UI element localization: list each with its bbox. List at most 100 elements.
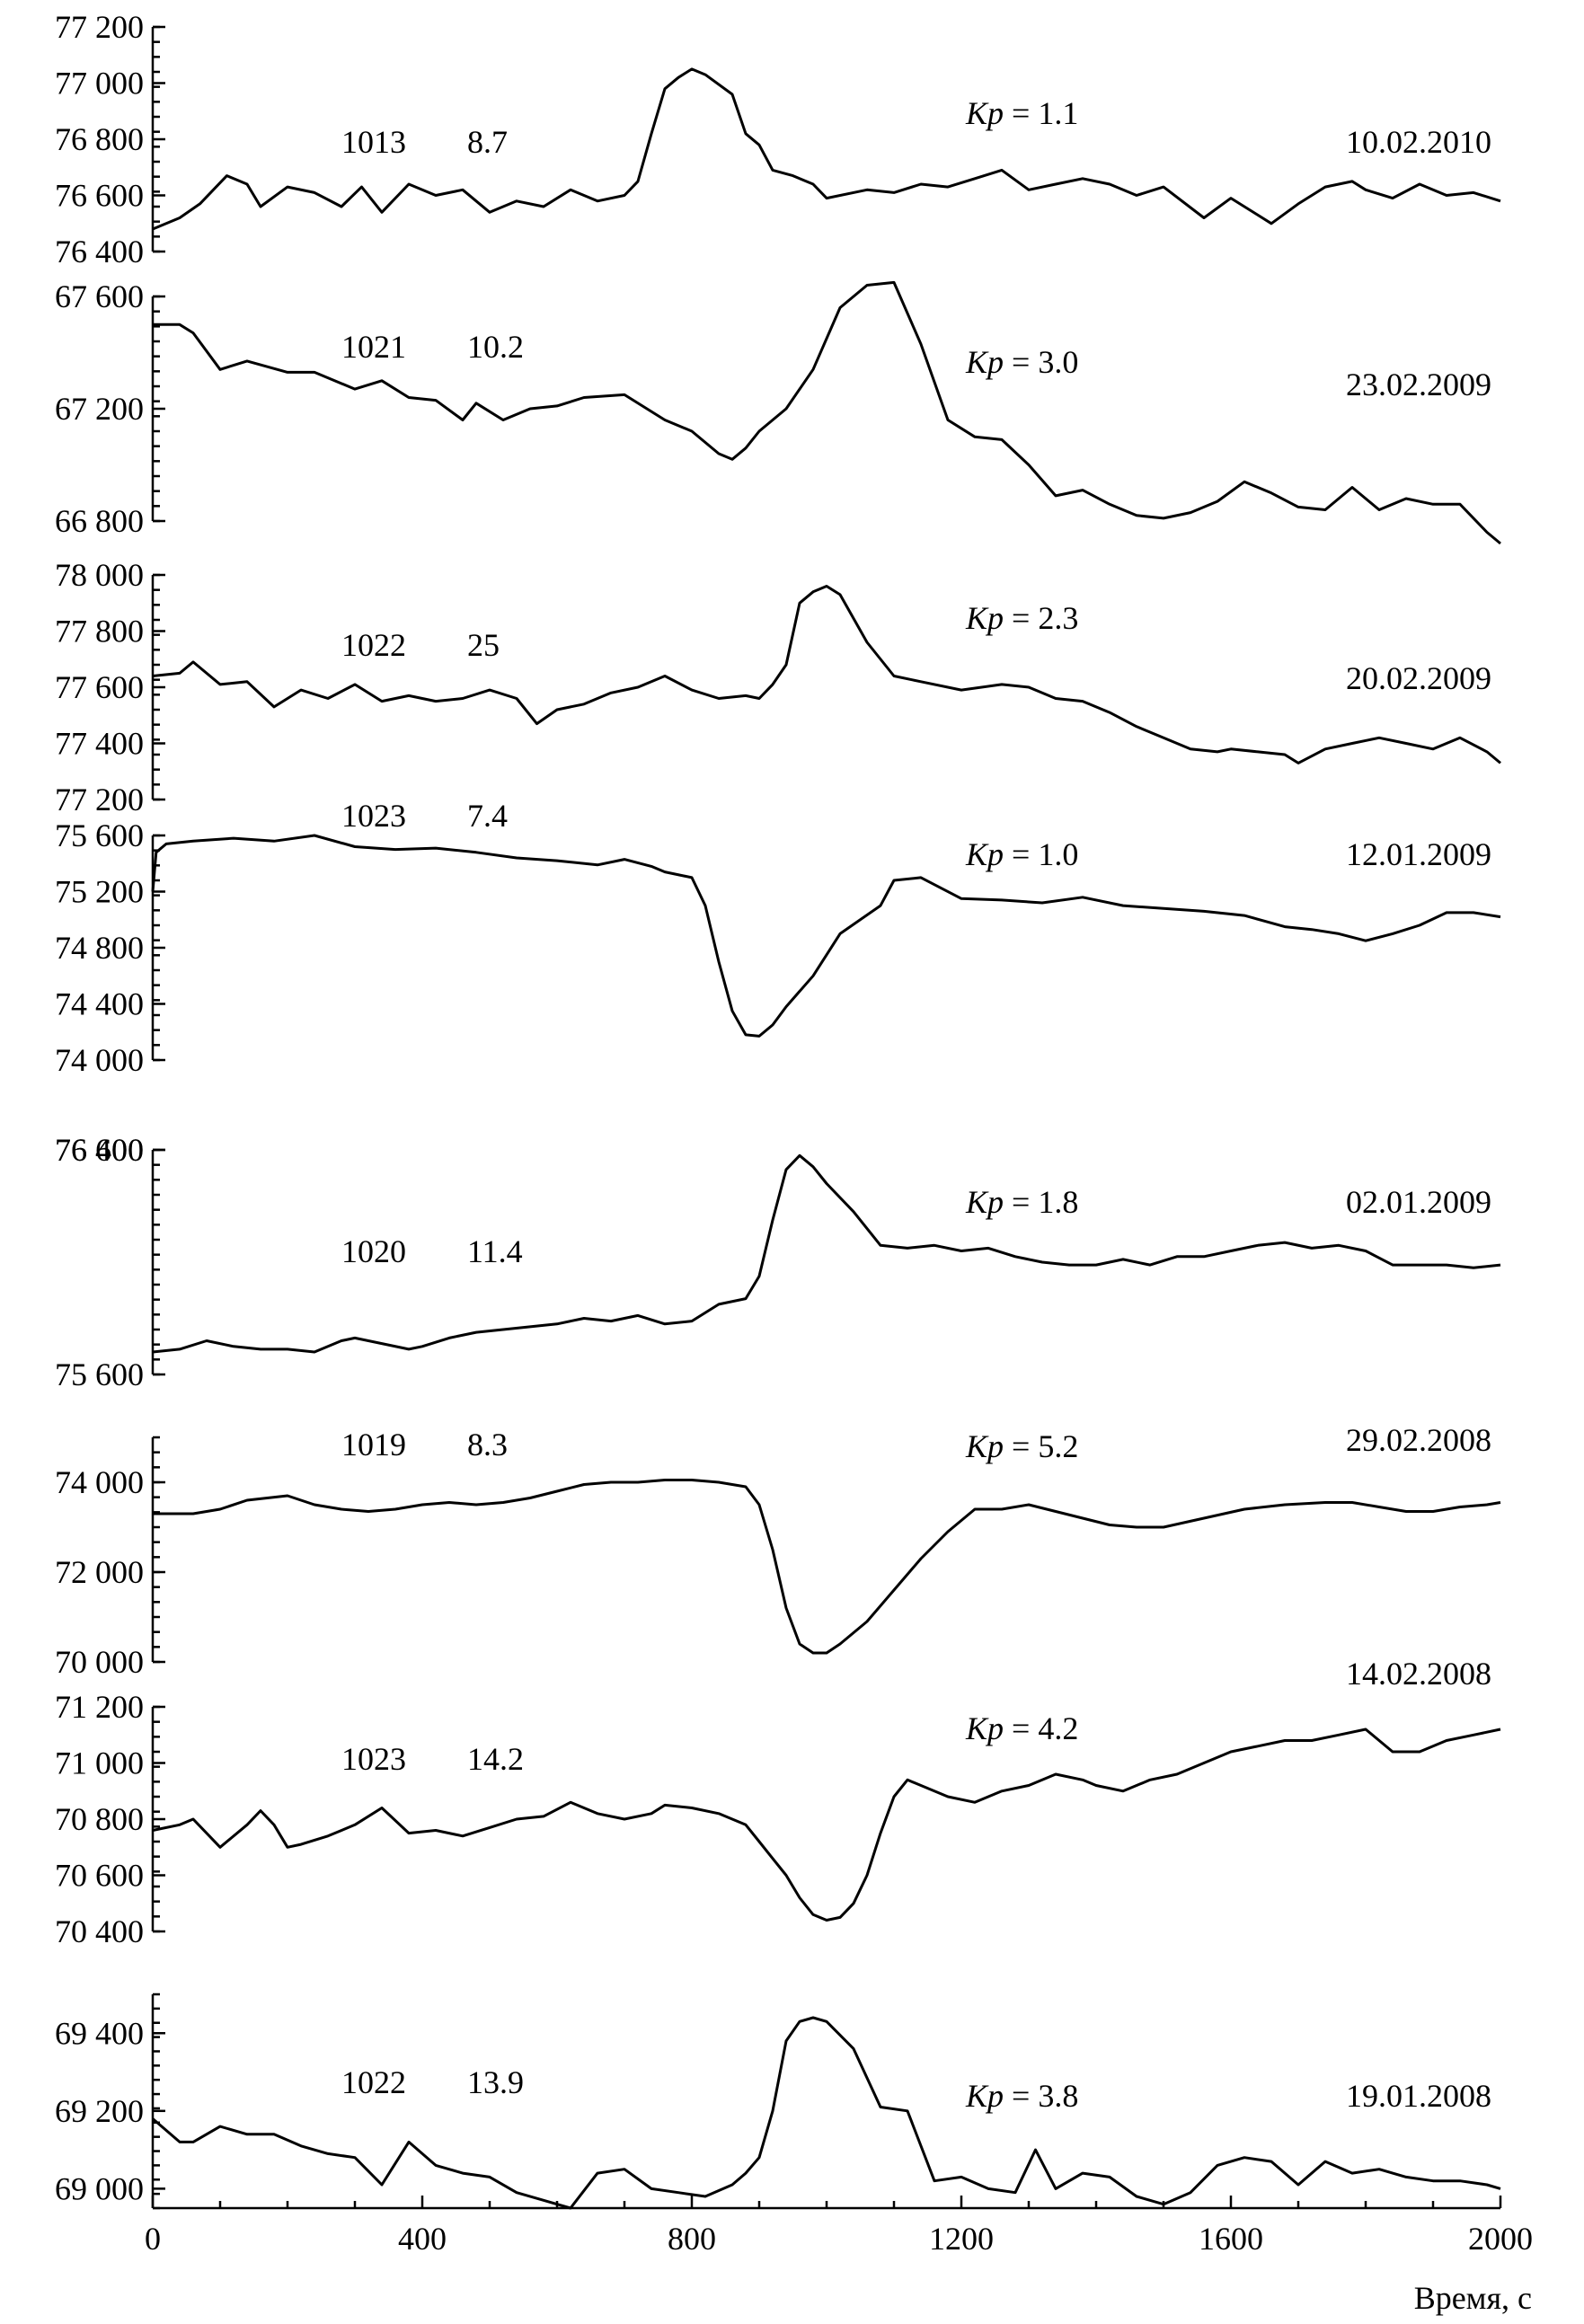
trace-line-p3 (152, 585, 1501, 764)
value-label: 8.7 (467, 124, 508, 160)
y-tick-label: 76 600 (55, 178, 144, 214)
kp-value: = 5.2 (1004, 1428, 1078, 1464)
y-tick-label: 70 000 (55, 1644, 144, 1680)
kp-index-label: Kp = 1.0 (965, 836, 1078, 872)
y-tick-label: 70 600 (55, 1858, 144, 1894)
kp-index-label: Kp = 1.8 (965, 1184, 1078, 1220)
y-tick-label: 75 200 (55, 874, 144, 910)
panel-p7: 70 400 70 600 70 800 71 000 71 200 1023 14.2 Kp… (55, 1656, 1501, 1949)
panels-layer: 76 400 76 600 76 800 77 000 77 200 1013 8.7 Kp … (55, 9, 1501, 2210)
value-label: 11.4 (467, 1233, 523, 1269)
date-label: 10.02.2010 (1346, 124, 1491, 160)
x-ticks: 0 400 800 1200 1600 2000 (145, 2196, 1533, 2257)
trace-line-p6 (153, 1479, 1501, 1655)
y-tick-label: 72 000 (55, 1554, 144, 1590)
kp-value: = 1.1 (1004, 95, 1078, 131)
kp-symbol: Kp (965, 1428, 1004, 1464)
kp-symbol: Kp (965, 344, 1004, 380)
kp-index-label: Kp = 2.3 (965, 600, 1078, 636)
trace-line-p8 (152, 2016, 1501, 2210)
x-tick-label: 400 (398, 2221, 447, 2257)
date-label: 12.01.2009 (1346, 836, 1491, 872)
date-label: 23.02.2009 (1346, 367, 1491, 402)
y-tick-label: 69 400 (55, 2015, 144, 2051)
x-axis: 0 400 800 1200 1600 2000 Время, с (145, 2196, 1533, 2316)
kp-symbol: Kp (965, 600, 1004, 636)
date-label: 14.02.2008 (1346, 1656, 1491, 1692)
kp-symbol: Kp (965, 1184, 1004, 1220)
y-tick-label: 66 800 (55, 503, 144, 539)
kp-index-label: Kp = 5.2 (965, 1428, 1078, 1464)
station-number-label: 1020 (341, 1233, 406, 1269)
station-number-label: 1023 (341, 1741, 406, 1777)
kp-value: = 1.8 (1004, 1184, 1078, 1220)
value-label: 25 (467, 627, 500, 663)
kp-symbol: Kp (965, 2078, 1004, 2114)
x-tick-label: 1200 (929, 2221, 994, 2257)
panel-p6: 70 000 72 000 74 000 1019 8.3 Kp = 5.2 29.02.2… (55, 1422, 1501, 1680)
y-tick-label: 76 400 (55, 234, 144, 270)
value-label: 10.2 (467, 329, 524, 365)
station-number-label: 1023 (341, 798, 406, 834)
panel-p8: 69 000 69 200 69 400 1022 13.9 Kp = 3.8 19.01.… (55, 1993, 1501, 2210)
y-tick-label: 70 400 (55, 1913, 144, 1949)
y-tick-label: 67 600 (55, 278, 144, 314)
kp-value: = 1.0 (1004, 836, 1078, 872)
y-tick-label: 77 800 (55, 614, 144, 649)
kp-symbol: Kp (965, 95, 1004, 131)
kp-symbol: Kp (965, 836, 1004, 872)
kp-index-label: Kp = 3.0 (965, 344, 1078, 380)
station-number-label: 1013 (341, 124, 406, 160)
date-label: 20.02.2009 (1346, 660, 1491, 696)
y-tick-label: 74 400 (55, 986, 144, 1022)
y-tick-label: 71 000 (55, 1745, 144, 1781)
value-label: 8.3 (467, 1427, 508, 1462)
kp-value: = 3.8 (1004, 2078, 1078, 2114)
x-tick-label: 800 (668, 2221, 716, 2257)
y-tick-label: 78 000 (55, 557, 144, 593)
value-label: 13.9 (467, 2064, 524, 2100)
panel-p2: 66 800 67 200 67 600 1021 10.2 Kp = 3.0 23.02.… (55, 278, 1501, 545)
trace-line-p4 (151, 834, 1501, 1038)
y-tick-label: 67 200 (55, 391, 144, 427)
trace-line-p2 (153, 280, 1501, 545)
date-label: 19.01.2008 (1346, 2078, 1491, 2114)
y-tick-label: 71 200 (55, 1689, 144, 1725)
panel-p1: 76 400 76 600 76 800 77 000 77 200 1013 8.7 Kp … (55, 9, 1501, 270)
y-tick-label: 75 600 (55, 817, 144, 853)
x-tick-label: 1600 (1199, 2221, 1263, 2257)
value-label: 7.4 (467, 798, 508, 834)
kp-symbol: Kp (965, 1710, 1004, 1746)
y-tick-label: 74 000 (55, 1042, 144, 1078)
x-axis-label: Время, с (1414, 2280, 1532, 2316)
date-label: 29.02.2008 (1346, 1422, 1491, 1458)
trace-line-p7 (152, 1728, 1501, 1922)
y-tick-label: 76 800 (55, 121, 144, 157)
y-tick-label: 77 200 (55, 782, 144, 817)
station-number-label: 1019 (341, 1427, 406, 1462)
trace-line-p5 (152, 1153, 1501, 1354)
station-number-label: 1022 (341, 2064, 406, 2100)
kp-value: = 2.3 (1004, 600, 1078, 636)
panel-p4: 74 000 74 400 74 800 75 200 75 600 1023 7.4 Kp … (55, 798, 1501, 1078)
kp-index-label: Kp = 3.8 (965, 2078, 1078, 2114)
y-tick-label: 75 600 (55, 1356, 144, 1392)
station-number-label: 1021 (341, 329, 406, 365)
x-tick-label: 0 (145, 2221, 161, 2257)
y-tick-label: 70 800 (55, 1801, 144, 1837)
y-tick-label: 77 000 (55, 66, 144, 102)
y-tick-label: 77 400 (55, 726, 144, 762)
y-tick-label: 74 000 (55, 1464, 144, 1500)
value-label: 14.2 (467, 1741, 524, 1777)
y-tick-label: 77 200 (55, 9, 144, 45)
y-tick-label: 76 400 (55, 1132, 144, 1168)
panel-p3: 77 200 77 400 77 600 77 800 78 000 1022 25 Kp =… (55, 557, 1501, 817)
kp-value: = 3.0 (1004, 344, 1078, 380)
y-tick-label: 77 600 (55, 669, 144, 705)
y-tick-label: 74 800 (55, 930, 144, 966)
kp-index-label: Kp = 4.2 (965, 1710, 1078, 1746)
station-number-label: 1022 (341, 627, 406, 663)
y-tick-label: 69 000 (55, 2170, 144, 2206)
